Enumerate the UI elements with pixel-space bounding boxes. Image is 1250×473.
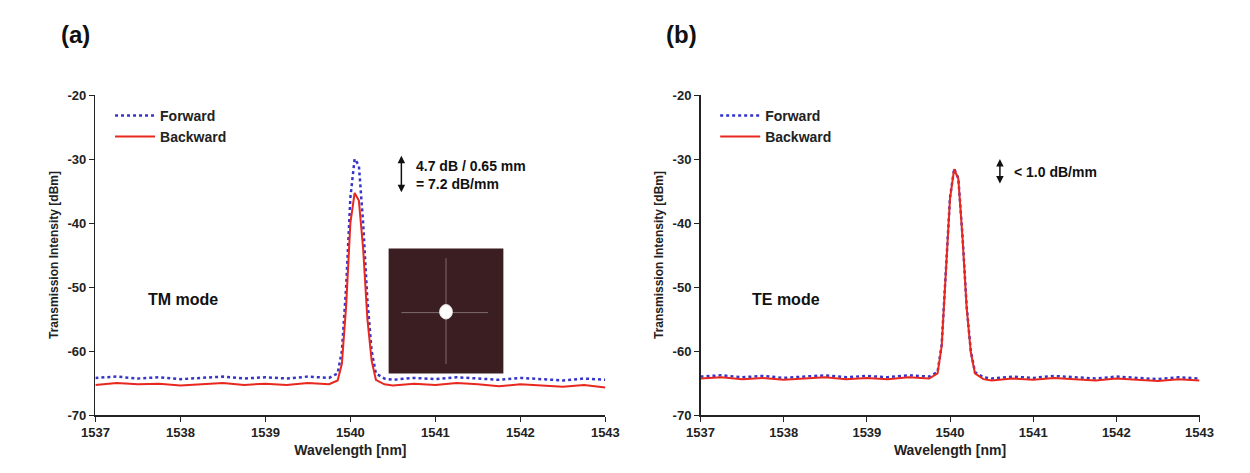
svg-text:< 1.0 dB/mm: < 1.0 dB/mm xyxy=(1014,164,1097,180)
svg-text:1539: 1539 xyxy=(251,425,280,440)
svg-text:1537: 1537 xyxy=(686,425,715,440)
svg-text:-60: -60 xyxy=(68,344,87,359)
svg-text:(a): (a) xyxy=(61,21,90,48)
svg-text:-30: -30 xyxy=(68,152,87,167)
svg-text:-50: -50 xyxy=(673,280,692,295)
svg-text:1542: 1542 xyxy=(1102,425,1131,440)
svg-text:-40: -40 xyxy=(673,216,692,231)
svg-text:Backward: Backward xyxy=(765,129,831,145)
svg-text:4.7 dB / 0.65 mm= 7.2 dB/mm: 4.7 dB / 0.65 mm= 7.2 dB/mm xyxy=(416,158,526,192)
svg-text:-70: -70 xyxy=(68,408,87,423)
svg-text:-20: -20 xyxy=(68,88,87,103)
svg-text:1538: 1538 xyxy=(166,425,195,440)
svg-text:Transmission Intensity [dBm]: Transmission Intensity [dBm] xyxy=(47,171,61,339)
svg-text:1543: 1543 xyxy=(591,425,620,440)
svg-text:1540: 1540 xyxy=(336,425,365,440)
svg-text:1541: 1541 xyxy=(1019,425,1048,440)
svg-text:1541: 1541 xyxy=(421,425,450,440)
svg-text:1542: 1542 xyxy=(506,425,535,440)
svg-text:Forward: Forward xyxy=(765,108,820,124)
svg-text:Wavelength [nm]: Wavelength [nm] xyxy=(894,442,1006,458)
svg-text:1539: 1539 xyxy=(852,425,881,440)
svg-text:-30: -30 xyxy=(673,152,692,167)
svg-text:Forward: Forward xyxy=(160,108,215,124)
svg-text:(b): (b) xyxy=(666,21,697,48)
svg-text:1540: 1540 xyxy=(936,425,965,440)
svg-text:TM mode: TM mode xyxy=(148,291,218,308)
svg-text:1538: 1538 xyxy=(769,425,798,440)
svg-text:1537: 1537 xyxy=(81,425,110,440)
svg-text:1543: 1543 xyxy=(1185,425,1214,440)
svg-text:-50: -50 xyxy=(68,280,87,295)
svg-text:Transmission Intensity [dBm]: Transmission Intensity [dBm] xyxy=(652,171,666,339)
svg-text:-20: -20 xyxy=(673,88,692,103)
svg-text:-60: -60 xyxy=(673,344,692,359)
svg-text:TE mode: TE mode xyxy=(752,291,820,308)
svg-text:-70: -70 xyxy=(673,408,692,423)
svg-text:Backward: Backward xyxy=(160,129,226,145)
svg-text:-40: -40 xyxy=(68,216,87,231)
svg-text:Wavelength [nm]: Wavelength [nm] xyxy=(294,442,406,458)
